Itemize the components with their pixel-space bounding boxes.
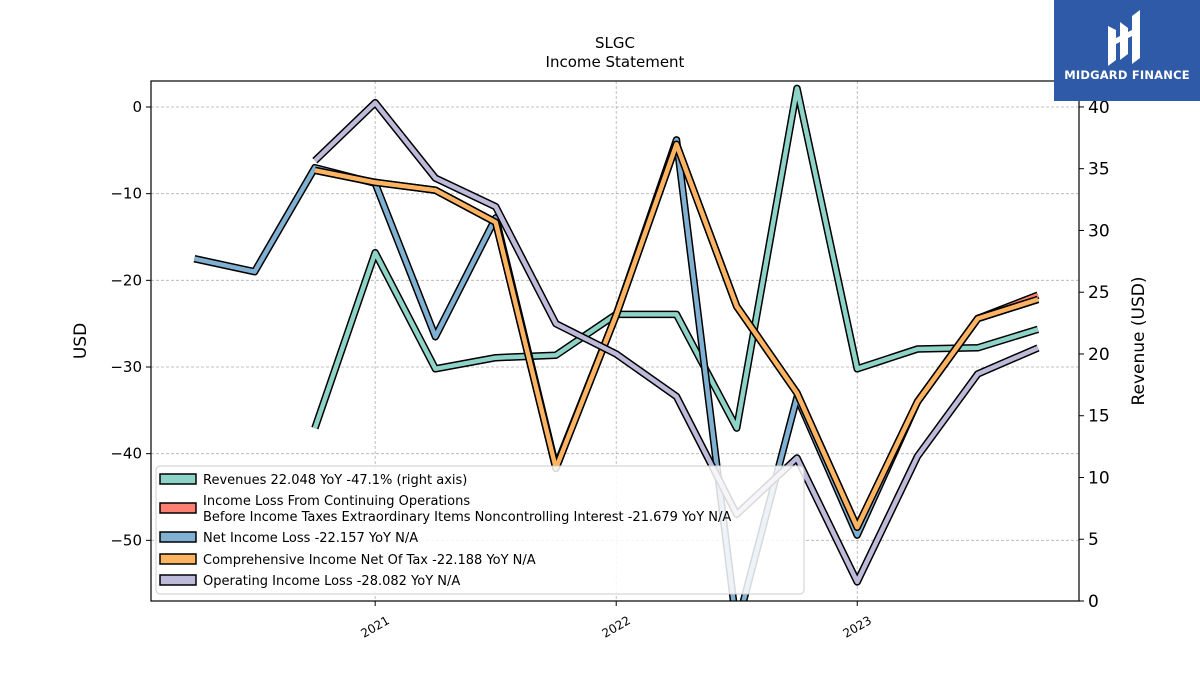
legend-label-1: Before Income Taxes Extraordinary Items … [203,510,731,525]
series-0-line [312,86,1039,431]
logo-text: MIDGARD FINANCE [1064,68,1190,82]
x-tick-label: 2022 [599,613,632,640]
y-right-tick-label: 40 [1088,98,1110,118]
chart-subtitle: Income Statement [546,53,685,71]
y-left-tick-label: −50 [110,531,142,549]
plot-frame [150,80,1080,602]
legend-swatch-0 [159,473,197,485]
grid-lines [151,81,1079,601]
series-3-group [314,140,1040,532]
legend-swatch-2 [159,531,197,543]
y-right-tick-label: 35 [1088,160,1110,180]
series-0-group [311,84,1040,432]
legend-box [155,465,805,595]
legend-label-1: Income Loss From Continuing Operations [203,494,470,509]
legend-label-0: Revenues 22.048 YoY -47.1% (right axis) [203,473,467,488]
y-right-tick-label: 15 [1088,407,1110,427]
y-left-tick-label: −10 [110,185,142,203]
legend-swatch-3 [159,553,197,565]
x-tick-label: 2021 [358,613,391,640]
legend-swatch-4 [159,574,197,586]
y-right-tick-label: 30 [1088,221,1110,241]
legend-label-4: Operating Income Loss -28.082 YoY N/A [203,574,460,589]
axes: 2021 2022 2023 0 −10 −20 −30 −40 −50 0 5 10 15 20 25 30… [110,98,1109,641]
legend-label-2: Net Income Loss -22.157 YoY N/A [203,531,418,546]
y-right-tick-label: 5 [1088,530,1099,550]
midgard-logo-icon [1108,10,1140,66]
y-left-tick-label: 0 [132,98,142,116]
y-right-tick-label: 20 [1088,345,1110,365]
x-tick-label: 2023 [841,613,874,640]
y-axis-label-left: USD [71,323,91,359]
y-left-tick-label: −30 [110,358,142,376]
series-3-line [314,142,1039,530]
legend-swatch-1 [159,502,197,514]
y-left-tick-label: −40 [110,445,142,463]
chart-title: SLGC [595,34,635,52]
y-right-tick-label: 25 [1088,283,1110,303]
series-lines [193,84,1040,601]
midgard-finance-logo: MIDGARD FINANCE [1054,0,1200,101]
legend-label-3: Comprehensive Income Net Of Tax -22.188 … [203,553,536,568]
y-right-tick-label: 10 [1088,468,1110,488]
y-axis-label-right: Revenue (USD) [1129,276,1149,405]
series-4-group [312,98,1040,586]
chart-legend: Revenues 22.048 YoY -47.1% (right axis) I… [155,465,805,595]
y-left-tick-label: −20 [110,271,142,289]
y-right-tick-label: 0 [1088,592,1099,612]
series-4-line [313,100,1039,585]
